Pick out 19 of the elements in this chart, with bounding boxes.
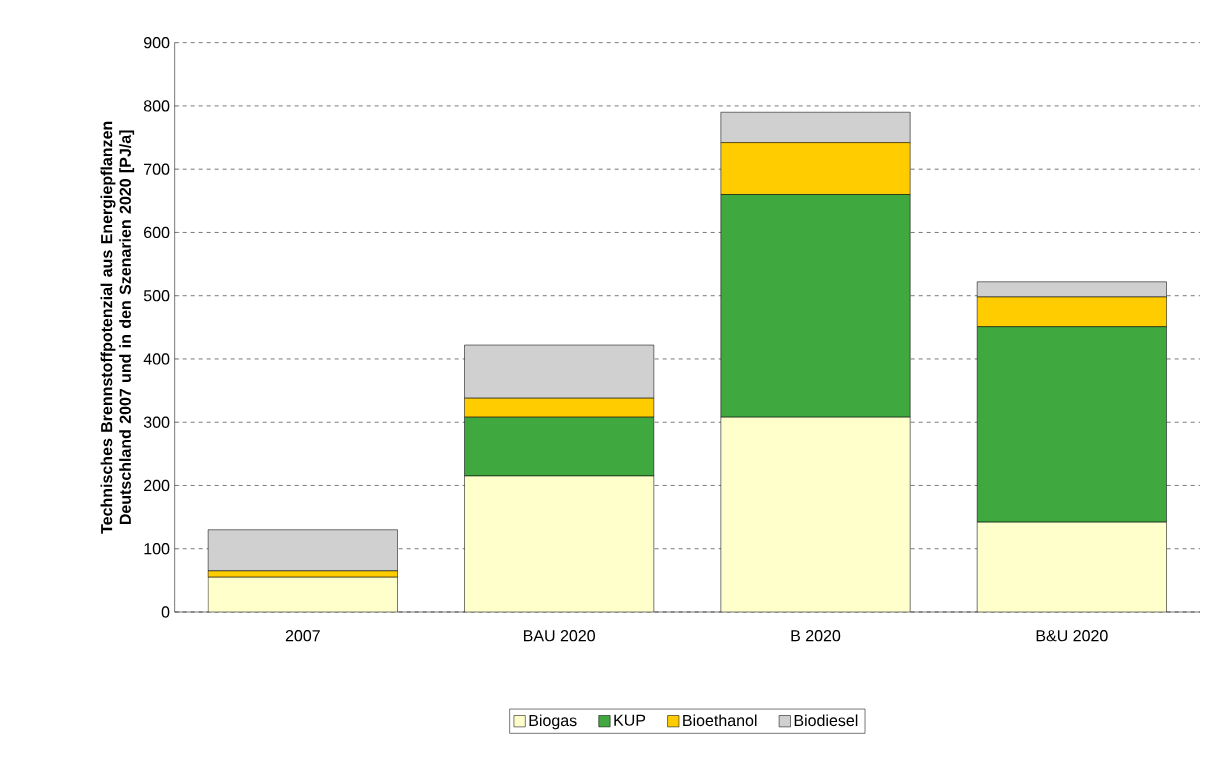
y-tick-label: 500 xyxy=(143,290,170,302)
y-tick-label: 900 xyxy=(144,37,170,49)
y-tick-label: 100 xyxy=(144,543,170,555)
x-tick-label: 2007 xyxy=(285,630,320,642)
y-tick-label: 400 xyxy=(143,353,170,365)
y-tick-label: 0 xyxy=(161,606,170,618)
legend-label: Bioethanol xyxy=(683,714,757,727)
x-tick-label: B&U 2020 xyxy=(1036,630,1108,642)
legend-label: Biogas xyxy=(529,714,577,730)
y-tick-label: 600 xyxy=(144,226,170,239)
x-tick-label: B 2020 xyxy=(791,630,841,642)
y-tick-label: 700 xyxy=(144,163,170,175)
y-tick-label: 300 xyxy=(143,416,170,428)
y-axis-title: Technisches Brennstoffpotenzial aus Energiepflanzen Deutschland 2007 und in den Szenarien 2020 [PJ/a] xyxy=(100,121,135,534)
y-tick-label: 800 xyxy=(143,100,170,112)
x-tick-label: BAU 2020 xyxy=(524,630,595,642)
y-tick-label: 200 xyxy=(144,479,170,492)
legend-label: Biodiesel xyxy=(794,714,858,727)
legend-label: KUP xyxy=(614,714,646,726)
